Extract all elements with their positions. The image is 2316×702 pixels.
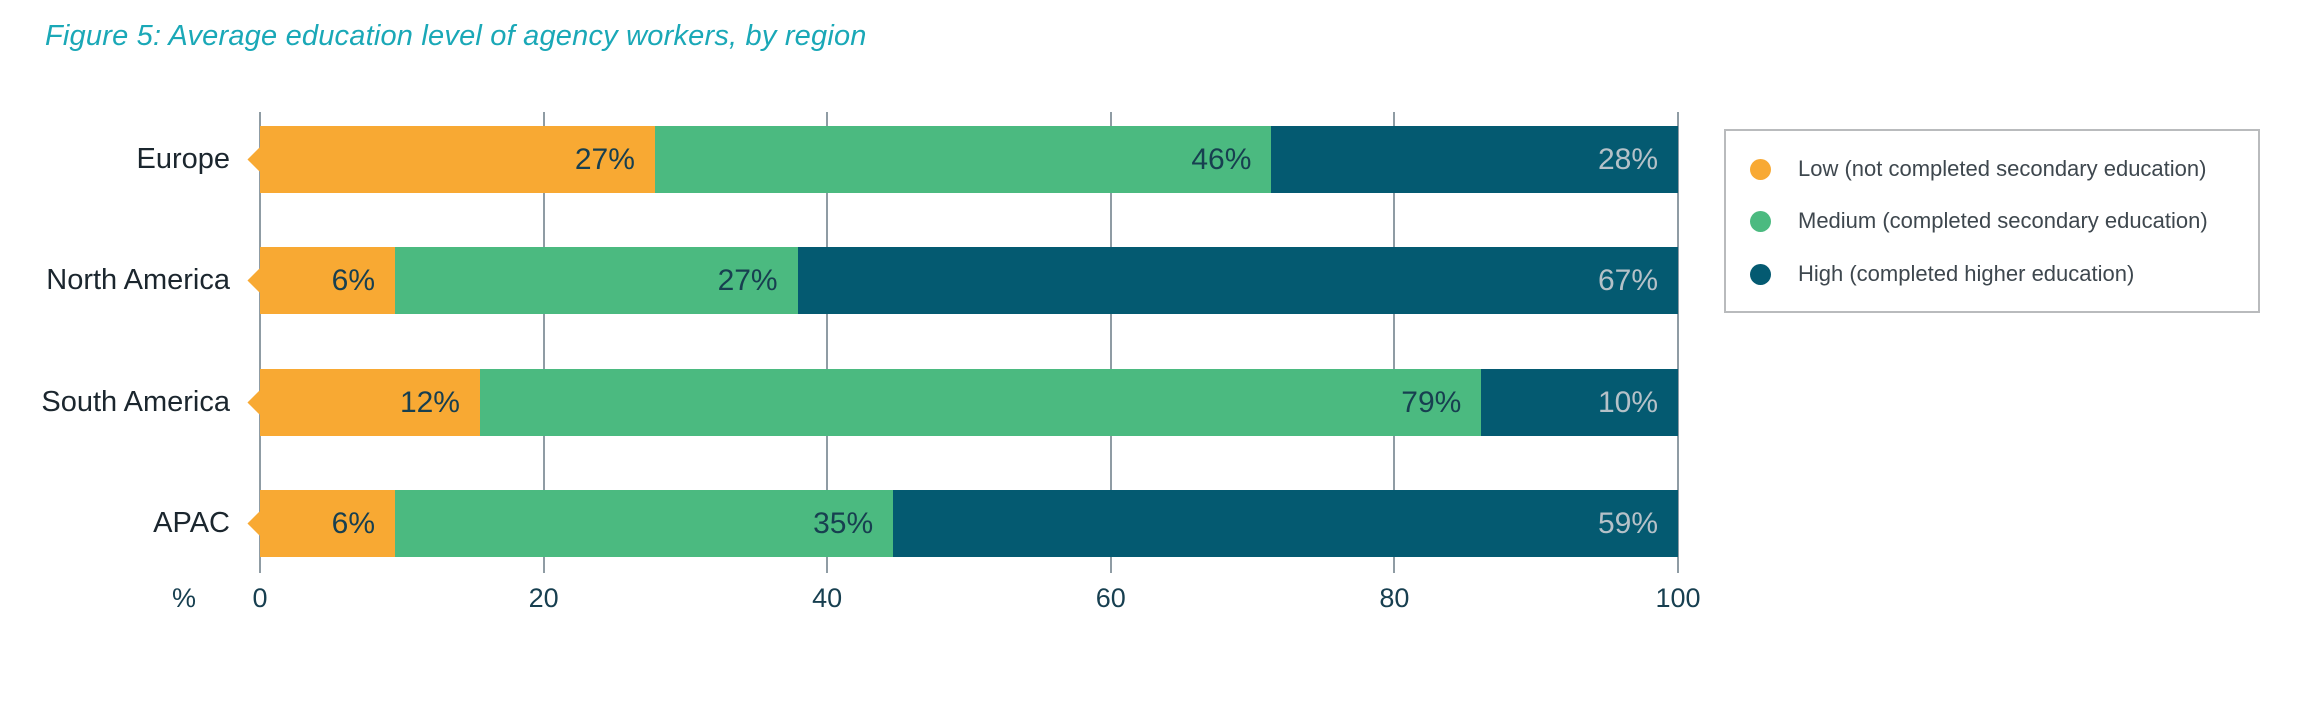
- segment-value-label: 10%: [1597, 385, 1658, 419]
- category-label: APAC: [153, 507, 230, 539]
- segment-value-label: 59%: [1597, 506, 1658, 540]
- segment-value-label: 12%: [399, 385, 460, 419]
- gridline: [1109, 112, 1112, 573]
- bar-row: 6% 35% 59%: [247, 490, 1678, 557]
- axis-unit-label: %: [171, 583, 196, 613]
- axis-tick-label: 60: [1095, 583, 1126, 613]
- gridline: [1677, 112, 1679, 573]
- gridline: [1393, 112, 1396, 573]
- legend-swatch-icon: [1750, 210, 1771, 232]
- legend-label: Medium (completed secondary education): [1798, 208, 2208, 233]
- bar-segment-high: 59%: [893, 490, 1678, 557]
- legend-swatch-icon: [1750, 263, 1771, 285]
- bar-segment-low: 27%: [260, 126, 655, 193]
- bar-segment-high: 28%: [1271, 126, 1678, 193]
- bar-segment-low: 6%: [260, 247, 396, 314]
- segment-value-label: 27%: [717, 263, 778, 297]
- bar-segment-medium: 27%: [395, 247, 798, 314]
- bar-segment-high: 10%: [1481, 369, 1678, 436]
- bar-row: 12% 79% 10%: [247, 369, 1678, 436]
- axis-tick-label: 0: [252, 583, 268, 613]
- bar-segment-medium: 79%: [479, 369, 1482, 436]
- segment-value-label: 27%: [574, 142, 635, 176]
- legend-label: High (completed higher education): [1798, 261, 2135, 286]
- category-label: South America: [41, 386, 230, 418]
- axis-tick-label: 100: [1655, 583, 1701, 613]
- axis-tick-label: 80: [1379, 583, 1410, 613]
- bar-row: 27% 46% 28%: [247, 126, 1678, 193]
- legend: Low (not completed secondary education) M…: [1724, 129, 2260, 313]
- gridline: [259, 112, 261, 573]
- segment-value-label: 6%: [331, 506, 376, 540]
- bar-segment-low: 12%: [260, 369, 480, 436]
- legend-item: Low (not completed secondary education): [1750, 152, 2206, 186]
- figure-title: Figure 5: Average education level of age…: [45, 20, 867, 52]
- bar-segment-medium: 35%: [395, 490, 894, 557]
- bar-segment-high: 67%: [797, 247, 1678, 314]
- axis-tick-label: 20: [528, 583, 559, 613]
- bar-segment-medium: 46%: [654, 126, 1272, 193]
- segment-value-label: 79%: [1401, 385, 1462, 419]
- legend-label: Low (not completed secondary education): [1798, 156, 2207, 181]
- legend-swatch-icon: [1750, 158, 1771, 180]
- segment-value-label: 28%: [1597, 142, 1658, 176]
- segment-value-label: 46%: [1191, 142, 1252, 176]
- axis-tick-label: 40: [812, 583, 843, 613]
- bar-segment-low: 6%: [260, 490, 396, 557]
- segment-value-label: 67%: [1597, 263, 1658, 297]
- segment-value-label: 35%: [813, 506, 874, 540]
- legend-item: High (completed higher education): [1750, 257, 2134, 291]
- segment-value-label: 6%: [331, 263, 376, 297]
- category-label: Europe: [136, 143, 230, 175]
- gridline: [542, 112, 545, 573]
- gridline: [826, 112, 829, 573]
- category-label: North America: [46, 264, 230, 296]
- bar-row: 6% 27% 67%: [247, 247, 1678, 314]
- legend-item: Medium (completed secondary education): [1750, 204, 2208, 238]
